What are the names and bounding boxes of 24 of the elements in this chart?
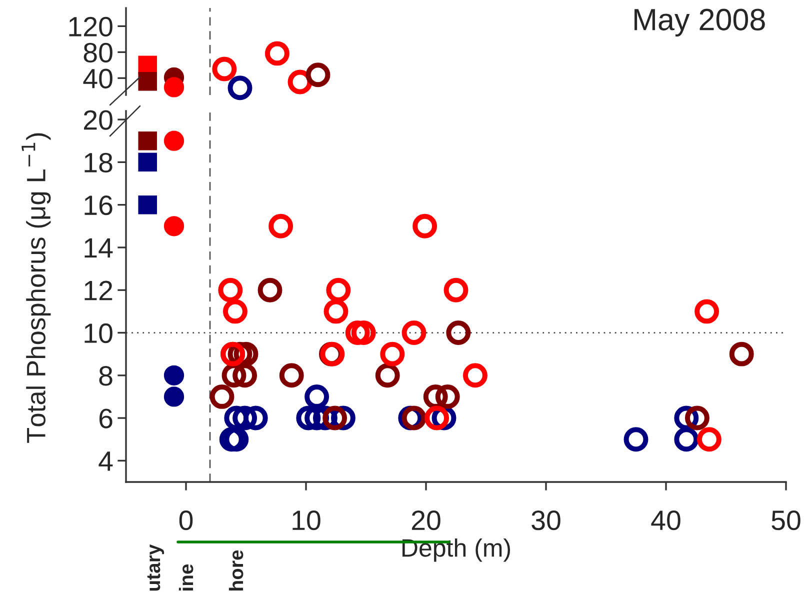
x-tick-label: 50: [772, 510, 800, 530]
y-tick-label: 40: [83, 68, 112, 88]
text: ine: [178, 564, 194, 590]
y-tick-label: 80: [84, 42, 112, 62]
y-tick-label: 8: [99, 366, 112, 386]
x-tick-label: 0: [179, 510, 193, 530]
y-tick-label: 6: [99, 408, 112, 428]
y-tick-label: 10: [84, 323, 112, 344]
y-tick-label: 14: [84, 238, 113, 258]
x-axis-title: Depth (m): [402, 538, 510, 562]
text: hore: [228, 550, 244, 590]
y-axis-title: Total Phosphorus (μg L$^{−1}$): [22, 133, 51, 443]
y-tick-label: 16: [84, 195, 112, 216]
x-tick-label: 40: [651, 510, 680, 530]
y-tick-label: 18: [84, 152, 112, 173]
chart-title: May 2008: [634, 8, 765, 36]
x-tick-label: 30: [532, 510, 560, 530]
y-tick-label: 4: [98, 452, 113, 471]
text: utary: [147, 544, 164, 591]
y-tick-label: 12: [84, 280, 112, 300]
y-tick-label: 120: [69, 16, 112, 37]
y-tick-label: 20: [84, 110, 112, 130]
x-tick-label: 10: [292, 510, 320, 530]
x-tick-label: 20: [412, 510, 440, 530]
